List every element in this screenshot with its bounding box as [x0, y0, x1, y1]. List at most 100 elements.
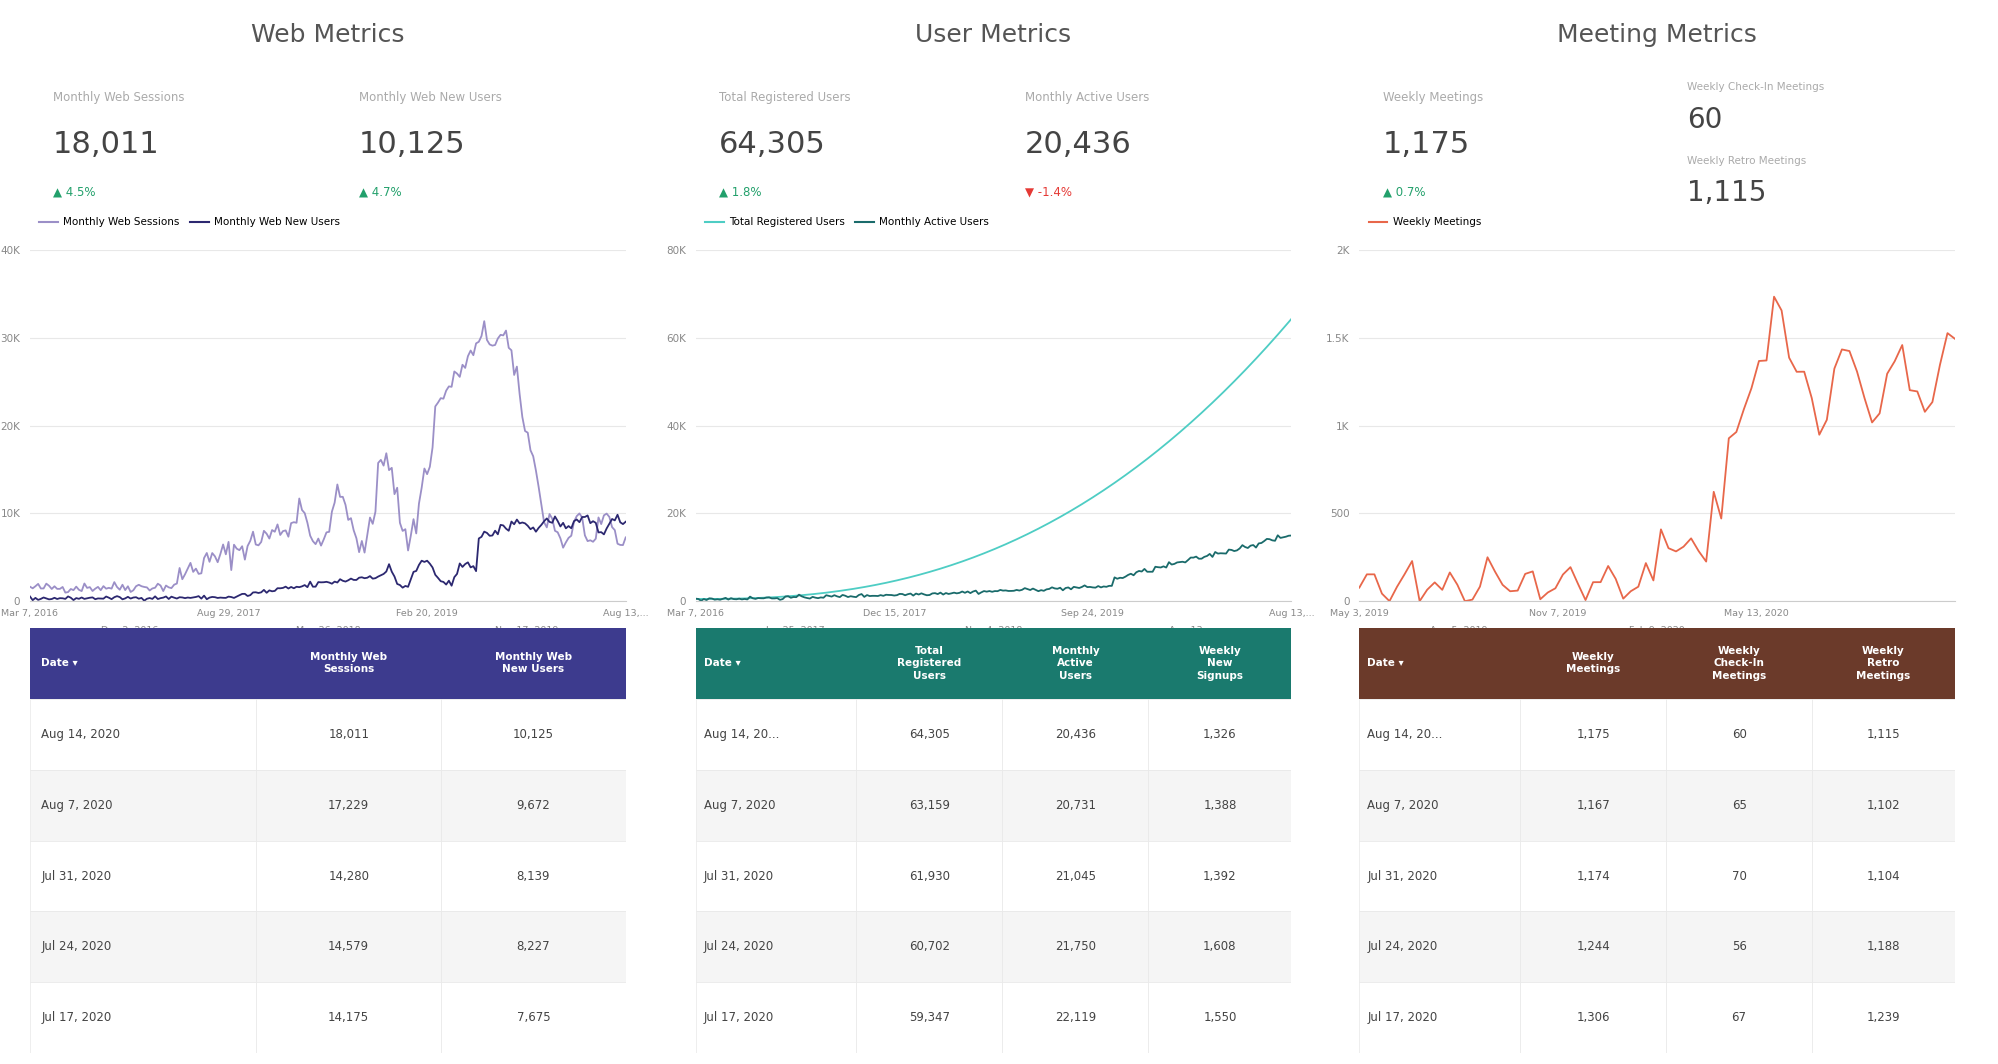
Legend: Monthly Web Sessions, Monthly Web New Users: Monthly Web Sessions, Monthly Web New Us…: [36, 213, 344, 232]
Bar: [442, 841, 625, 912]
Text: Web Metrics: Web Metrics: [252, 22, 404, 47]
Text: Date ▾: Date ▾: [1367, 659, 1403, 668]
Text: Jul 17, 2020: Jul 17, 2020: [1367, 1012, 1437, 1025]
Bar: [1001, 841, 1147, 912]
Text: 10,125: 10,125: [360, 130, 466, 159]
Text: Aug 14, 20...: Aug 14, 20...: [1367, 728, 1443, 741]
Text: May 26, 2018: May 26, 2018: [296, 626, 360, 635]
Bar: [1001, 628, 1147, 699]
Text: Meeting Metrics: Meeting Metrics: [1556, 22, 1756, 47]
Text: Weekly
Retro
Meetings: Weekly Retro Meetings: [1856, 646, 1910, 681]
Text: 21,045: 21,045: [1055, 869, 1095, 882]
Text: Jul 31, 2020: Jul 31, 2020: [1367, 869, 1437, 882]
Bar: [1359, 699, 1518, 769]
Bar: [855, 628, 1001, 699]
Text: 20,436: 20,436: [1055, 728, 1095, 741]
Bar: [256, 699, 442, 769]
Bar: [695, 841, 855, 912]
Bar: [1147, 628, 1291, 699]
Text: Nov 17, 2019: Nov 17, 2019: [494, 626, 557, 635]
Text: 61,930: 61,930: [909, 869, 949, 882]
Text: 1,175: 1,175: [1383, 130, 1469, 159]
Bar: [1001, 769, 1147, 841]
Bar: [1518, 628, 1664, 699]
Text: 17,229: 17,229: [328, 799, 370, 812]
Bar: [1359, 628, 1518, 699]
Text: Aug 14, 2020: Aug 14, 2020: [42, 728, 120, 741]
Bar: [1147, 912, 1291, 982]
Text: Jul 24, 2020: Jul 24, 2020: [1367, 941, 1437, 953]
Text: Monthly Active Users: Monthly Active Users: [1025, 92, 1149, 104]
Text: Aug 7, 2020: Aug 7, 2020: [1367, 799, 1439, 812]
Bar: [442, 912, 625, 982]
Text: Nov 4, 2018: Nov 4, 2018: [965, 626, 1021, 635]
Text: Weekly Retro Meetings: Weekly Retro Meetings: [1686, 155, 1806, 166]
Text: Weekly Meetings: Weekly Meetings: [1383, 92, 1483, 104]
Bar: [442, 628, 625, 699]
Text: 10,125: 10,125: [513, 728, 553, 741]
Bar: [30, 699, 256, 769]
Bar: [1664, 841, 1810, 912]
Text: 64,305: 64,305: [719, 130, 825, 159]
Text: 64,305: 64,305: [909, 728, 949, 741]
Bar: [855, 769, 1001, 841]
Bar: [1518, 699, 1664, 769]
Bar: [30, 628, 256, 699]
Text: Date ▾: Date ▾: [703, 659, 739, 668]
Bar: [1001, 912, 1147, 982]
Bar: [1664, 769, 1810, 841]
Text: 1,115: 1,115: [1686, 179, 1766, 207]
Bar: [256, 982, 442, 1053]
Text: Jul 24, 2020: Jul 24, 2020: [703, 941, 773, 953]
Text: Total Registered Users: Total Registered Users: [719, 92, 849, 104]
Text: Date ▾: Date ▾: [42, 659, 78, 668]
Text: 14,579: 14,579: [328, 941, 370, 953]
Bar: [1359, 769, 1518, 841]
Bar: [1001, 982, 1147, 1053]
Bar: [1664, 699, 1810, 769]
Bar: [1664, 982, 1810, 1053]
Text: 1,392: 1,392: [1203, 869, 1237, 882]
Text: 1,306: 1,306: [1576, 1012, 1608, 1025]
Bar: [256, 769, 442, 841]
Bar: [30, 912, 256, 982]
Bar: [30, 982, 256, 1053]
Text: 1,167: 1,167: [1576, 799, 1608, 812]
Bar: [855, 912, 1001, 982]
Text: 65: 65: [1730, 799, 1746, 812]
Bar: [855, 699, 1001, 769]
Bar: [1810, 699, 1954, 769]
Text: 20,436: 20,436: [1025, 130, 1131, 159]
Text: 60: 60: [1730, 728, 1746, 741]
Bar: [695, 769, 855, 841]
Text: Jul 17, 2020: Jul 17, 2020: [42, 1012, 112, 1025]
Legend: Weekly Meetings: Weekly Meetings: [1365, 213, 1485, 232]
Text: 14,280: 14,280: [328, 869, 370, 882]
Bar: [1001, 699, 1147, 769]
Bar: [1518, 982, 1664, 1053]
Bar: [442, 699, 625, 769]
Text: 1,115: 1,115: [1866, 728, 1900, 741]
Text: ▲ 4.7%: ▲ 4.7%: [360, 186, 402, 199]
Text: 60: 60: [1686, 105, 1722, 134]
Text: 70: 70: [1730, 869, 1746, 882]
Text: Dec 2, 2016: Dec 2, 2016: [100, 626, 158, 635]
Bar: [442, 769, 625, 841]
Text: Jul 17, 2020: Jul 17, 2020: [703, 1012, 773, 1025]
Bar: [695, 982, 855, 1053]
Text: 21,750: 21,750: [1055, 941, 1095, 953]
Text: 1,608: 1,608: [1203, 941, 1237, 953]
Text: 1,175: 1,175: [1576, 728, 1608, 741]
Bar: [256, 628, 442, 699]
Text: 56: 56: [1730, 941, 1746, 953]
Bar: [1518, 912, 1664, 982]
Bar: [695, 912, 855, 982]
Text: ▲ 4.5%: ▲ 4.5%: [54, 186, 96, 199]
Text: 1,550: 1,550: [1203, 1012, 1237, 1025]
Text: 18,011: 18,011: [328, 728, 370, 741]
Text: Total
Registered
Users: Total Registered Users: [897, 646, 961, 681]
Text: 1,102: 1,102: [1866, 799, 1900, 812]
Text: 18,011: 18,011: [54, 130, 160, 159]
Text: Monthly Web Sessions: Monthly Web Sessions: [54, 92, 184, 104]
Text: 1,326: 1,326: [1203, 728, 1237, 741]
